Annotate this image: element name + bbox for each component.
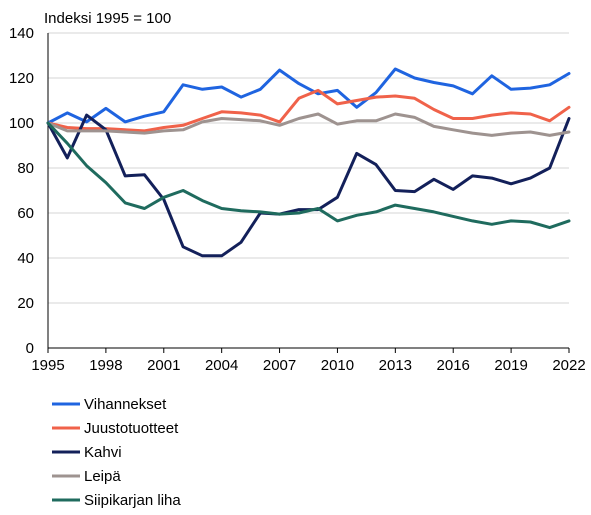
x-tick-label: 1995 xyxy=(31,357,64,374)
chart-title: Indeksi 1995 = 100 xyxy=(44,10,171,27)
y-tick-label: 20 xyxy=(17,295,34,312)
legend-label: Kahvi xyxy=(84,444,122,461)
y-tick-label: 120 xyxy=(9,70,34,87)
x-tick-label: 2019 xyxy=(494,357,527,374)
y-tick-label: 80 xyxy=(17,160,34,177)
x-tick-label: 1998 xyxy=(89,357,122,374)
series-line-4 xyxy=(46,112,571,137)
gridlines xyxy=(47,32,569,349)
legend-label: Leipä xyxy=(84,468,121,485)
x-axis-ticks: 1995 1998 2001 2004 2007 2010 2013 2016 2019 2022 xyxy=(31,348,586,374)
y-tick-label: 100 xyxy=(9,115,34,132)
x-tick-label: 2022 xyxy=(552,357,585,374)
legend: Vihannekset Juustotuotteet Kahvi Leipä Siipi… xyxy=(52,396,181,509)
y-tick-label: 60 xyxy=(17,205,34,222)
legend-label: Vihannekset xyxy=(84,396,167,413)
x-tick-label: 2013 xyxy=(379,357,412,374)
series-line-1 xyxy=(46,67,571,125)
legend-label: Siipikarjan liha xyxy=(84,492,181,509)
series-lines xyxy=(46,67,571,258)
x-tick-label: 2007 xyxy=(263,357,296,374)
x-tick-label: 2004 xyxy=(205,357,238,374)
series-line-5 xyxy=(46,121,571,230)
y-tick-label: 0 xyxy=(26,340,34,357)
y-tick-label: 40 xyxy=(17,250,34,267)
legend-label: Juustotuotteet xyxy=(84,420,179,437)
y-axis-ticks: 0 20 40 60 80 100 120 140 xyxy=(9,25,34,357)
y-tick-label: 140 xyxy=(9,25,34,42)
x-tick-label: 2001 xyxy=(147,357,180,374)
x-tick-label: 2016 xyxy=(437,357,470,374)
x-tick-label: 2010 xyxy=(321,357,354,374)
series-line-2 xyxy=(46,88,571,133)
